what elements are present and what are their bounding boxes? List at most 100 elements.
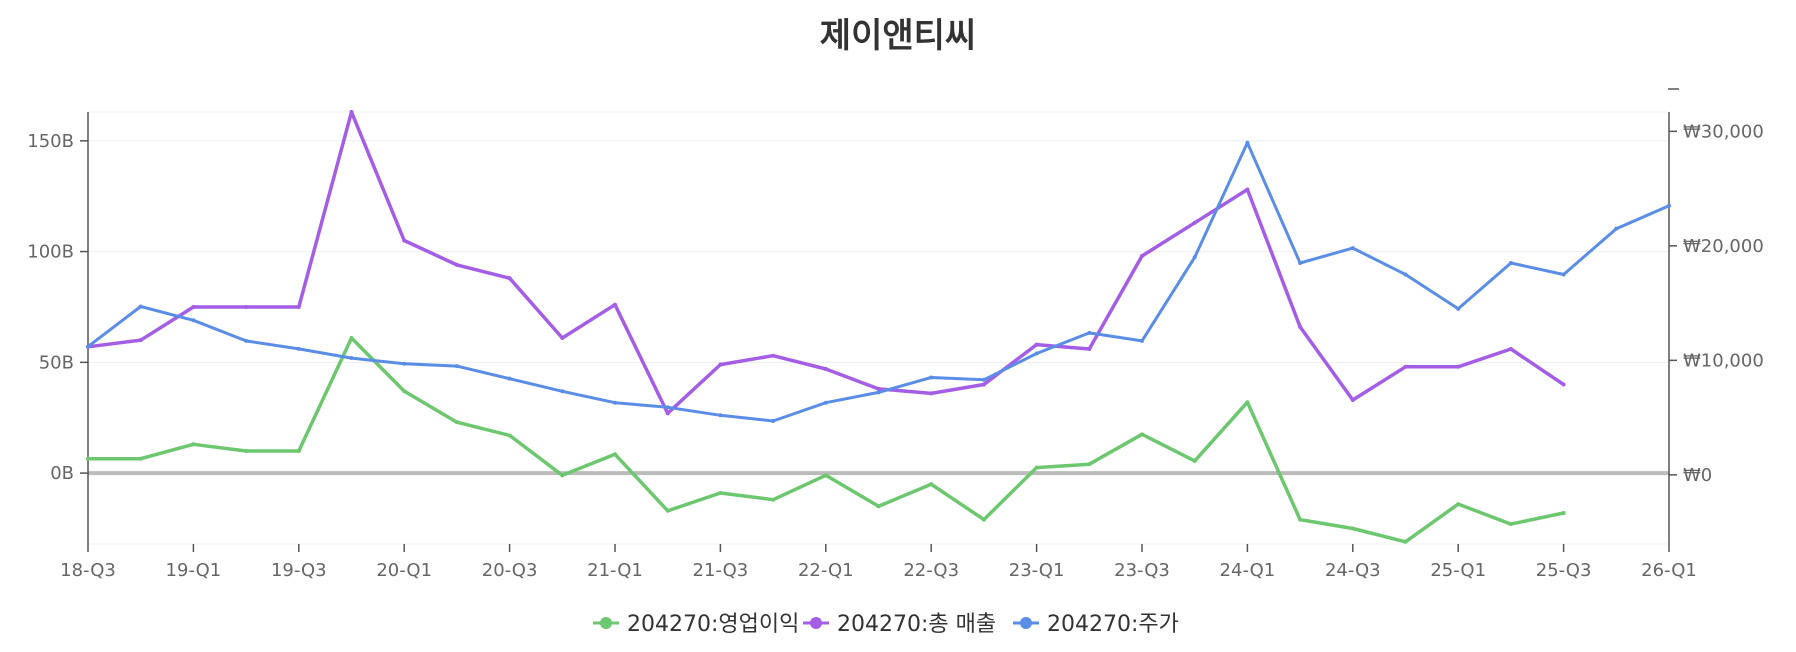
legend-item-label: 204270:주가 [1047, 612, 1179, 637]
data-point [402, 389, 407, 394]
data-point [981, 517, 986, 522]
data-point [823, 473, 828, 478]
data-point [191, 304, 196, 309]
series-line-2 [86, 141, 1671, 423]
x-tick-label: 22-Q3 [903, 560, 959, 581]
data-point [665, 411, 670, 416]
data-point [1245, 187, 1250, 192]
chart-title: 제이앤티씨 [819, 16, 977, 56]
data-point [1087, 347, 1092, 352]
data-point [981, 377, 986, 382]
data-point [507, 376, 512, 381]
data-point [665, 405, 670, 410]
data-point [1245, 400, 1250, 405]
y-left-tick-label: 50B [39, 352, 74, 373]
y-right-tick-label: ₩20,000 [1683, 236, 1764, 257]
data-point [613, 302, 617, 307]
data-point [1192, 220, 1197, 225]
data-point [507, 276, 512, 281]
data-point [1034, 465, 1039, 470]
data-point [1508, 522, 1513, 527]
data-point [1561, 510, 1566, 515]
data-point [402, 238, 407, 243]
data-point [718, 413, 723, 418]
data-point [1140, 254, 1144, 258]
data-point [876, 504, 881, 509]
data-point [1456, 364, 1461, 369]
y-right-tick-label: ₩10,000 [1683, 350, 1764, 371]
data-point [613, 400, 617, 405]
data-point [402, 361, 407, 366]
y-left-tick-label: 0B [50, 463, 74, 484]
data-point [1140, 432, 1144, 437]
data-point [718, 362, 723, 367]
data-point [1245, 140, 1250, 145]
data-point [1192, 255, 1197, 260]
axes: 0B 50B 100B 150B ₩0 ₩10,000 ₩20,000 ₩30,000 18-Q… [27, 88, 1764, 581]
data-point [138, 338, 143, 343]
data-point [138, 304, 143, 309]
data-point [244, 338, 249, 343]
x-tick-label: 24-Q1 [1220, 560, 1276, 581]
gridlines [88, 111, 1669, 545]
data-point [876, 386, 881, 391]
x-tick-label: 21-Q1 [587, 560, 643, 581]
legend-item-label: 204270:영업이익 [627, 612, 799, 637]
x-tick-label: 20-Q3 [482, 560, 538, 581]
series-layer [86, 110, 1671, 544]
data-point [1667, 203, 1671, 208]
data-point [613, 452, 617, 457]
data-point [1350, 246, 1355, 251]
x-tick-label: 25-Q1 [1430, 560, 1486, 581]
data-point [1087, 462, 1092, 467]
y-right-tick-label: ₩0 [1683, 465, 1712, 486]
data-point [244, 448, 249, 453]
x-tick-label: 19-Q1 [166, 560, 222, 581]
data-point [191, 318, 196, 323]
data-point [1350, 398, 1355, 402]
x-tick-label: 22-Q1 [798, 560, 854, 581]
data-point [1298, 261, 1303, 266]
data-point [771, 497, 776, 502]
data-point [1192, 458, 1197, 463]
data-point [507, 433, 512, 438]
data-point [560, 473, 565, 478]
data-point [1508, 347, 1513, 352]
data-point [349, 356, 354, 361]
data-point [454, 364, 459, 369]
data-point [1403, 364, 1408, 369]
x-tick-label: 20-Q1 [376, 560, 432, 581]
data-point [138, 456, 143, 461]
data-point [349, 110, 354, 114]
data-point [1034, 351, 1039, 356]
legend-swatch-dot [600, 617, 612, 629]
y-left-tick-label: 100B [27, 242, 74, 263]
y-right-tick-label: ₩30,000 [1683, 121, 1764, 142]
legend-swatch-dot [1020, 617, 1032, 629]
data-point [823, 400, 828, 405]
data-point [1298, 517, 1303, 522]
data-point [1561, 272, 1566, 277]
x-tick-label: 19-Q3 [271, 560, 327, 581]
data-point [981, 382, 986, 387]
x-tick-label: 21-Q3 [693, 560, 749, 581]
data-point [823, 366, 828, 371]
x-tick-label: 23-Q3 [1114, 560, 1170, 581]
x-tick-label: 18-Q3 [60, 560, 116, 581]
data-point [929, 482, 934, 487]
data-point [1508, 261, 1513, 266]
x-tick-label: 23-Q1 [1009, 560, 1065, 581]
legend[interactable]: 204270:영업이익 204270:총 매출 204270:주가 [593, 612, 1179, 637]
data-point [1456, 502, 1461, 507]
legend-item-label: 204270:총 매출 [837, 612, 996, 637]
x-tick-label: 26-Q1 [1641, 560, 1697, 581]
data-point [1403, 272, 1408, 277]
data-point [349, 335, 354, 340]
data-point [665, 508, 670, 513]
data-point [296, 448, 301, 453]
data-point [454, 262, 459, 267]
data-point [296, 304, 301, 309]
data-point [1140, 338, 1144, 343]
